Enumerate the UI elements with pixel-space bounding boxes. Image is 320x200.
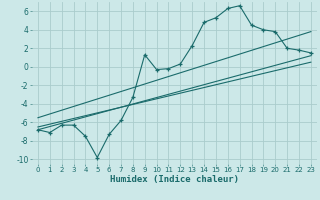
X-axis label: Humidex (Indice chaleur): Humidex (Indice chaleur) (110, 175, 239, 184)
